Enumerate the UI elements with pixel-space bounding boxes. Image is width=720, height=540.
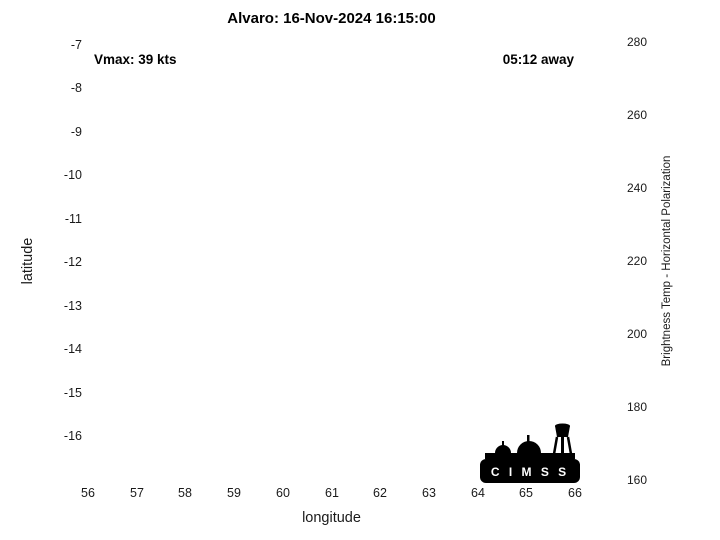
- cimss-logo: C I M S S: [477, 417, 583, 487]
- vmax-annotation: Vmax: 39 kts: [94, 52, 177, 67]
- y-tick-label: -9: [70, 125, 82, 139]
- colorbar-tick-label: 200: [627, 327, 648, 341]
- y-tick-label: -13: [63, 299, 82, 313]
- cimss-logo-text: C I M S S: [491, 465, 569, 479]
- colorbar-tick-label: 160: [627, 473, 648, 487]
- x-tick-label: 65: [519, 486, 533, 500]
- colorbar-tick-label: 240: [627, 181, 648, 195]
- y-tick-label: -12: [63, 255, 82, 269]
- y-tick-label: -16: [63, 429, 82, 443]
- x-tick-label: 58: [178, 486, 192, 500]
- x-tick-label: 57: [130, 486, 144, 500]
- y-tick-label: -8: [70, 81, 82, 95]
- x-tick-label: 66: [568, 486, 582, 500]
- colorbar-label: Brightness Temp - Horizontal Polarizatio…: [661, 155, 673, 367]
- x-tick-label: 62: [373, 486, 387, 500]
- x-tick-label: 64: [471, 486, 485, 500]
- colorbar-tick-label: 280: [627, 35, 648, 49]
- x-tick-label: 56: [81, 486, 95, 500]
- y-tick-label: -7: [70, 38, 82, 52]
- colorbar-tick-label: 180: [627, 400, 648, 414]
- colorbar-tick-label: 220: [627, 254, 648, 268]
- time-away-annotation: 05:12 away: [502, 52, 574, 67]
- y-axis-label: latitude: [20, 237, 36, 285]
- logo-text-band: [480, 459, 580, 483]
- x-tick-label: 63: [422, 486, 436, 500]
- x-tick-label: 61: [325, 486, 339, 500]
- colorbar-tick-label: 260: [627, 108, 648, 122]
- x-axis-label: longitude: [302, 510, 361, 526]
- x-tick-label: 59: [227, 486, 241, 500]
- y-tick-label: -11: [64, 212, 82, 226]
- observatory-silhouette: [485, 423, 575, 459]
- y-tick-label: -10: [63, 168, 82, 182]
- y-tick-label: -15: [63, 386, 82, 400]
- y-tick-label: -14: [63, 342, 82, 356]
- x-tick-label: 60: [276, 486, 290, 500]
- plot-title: Alvaro: 16-Nov-2024 16:15:00: [227, 10, 436, 27]
